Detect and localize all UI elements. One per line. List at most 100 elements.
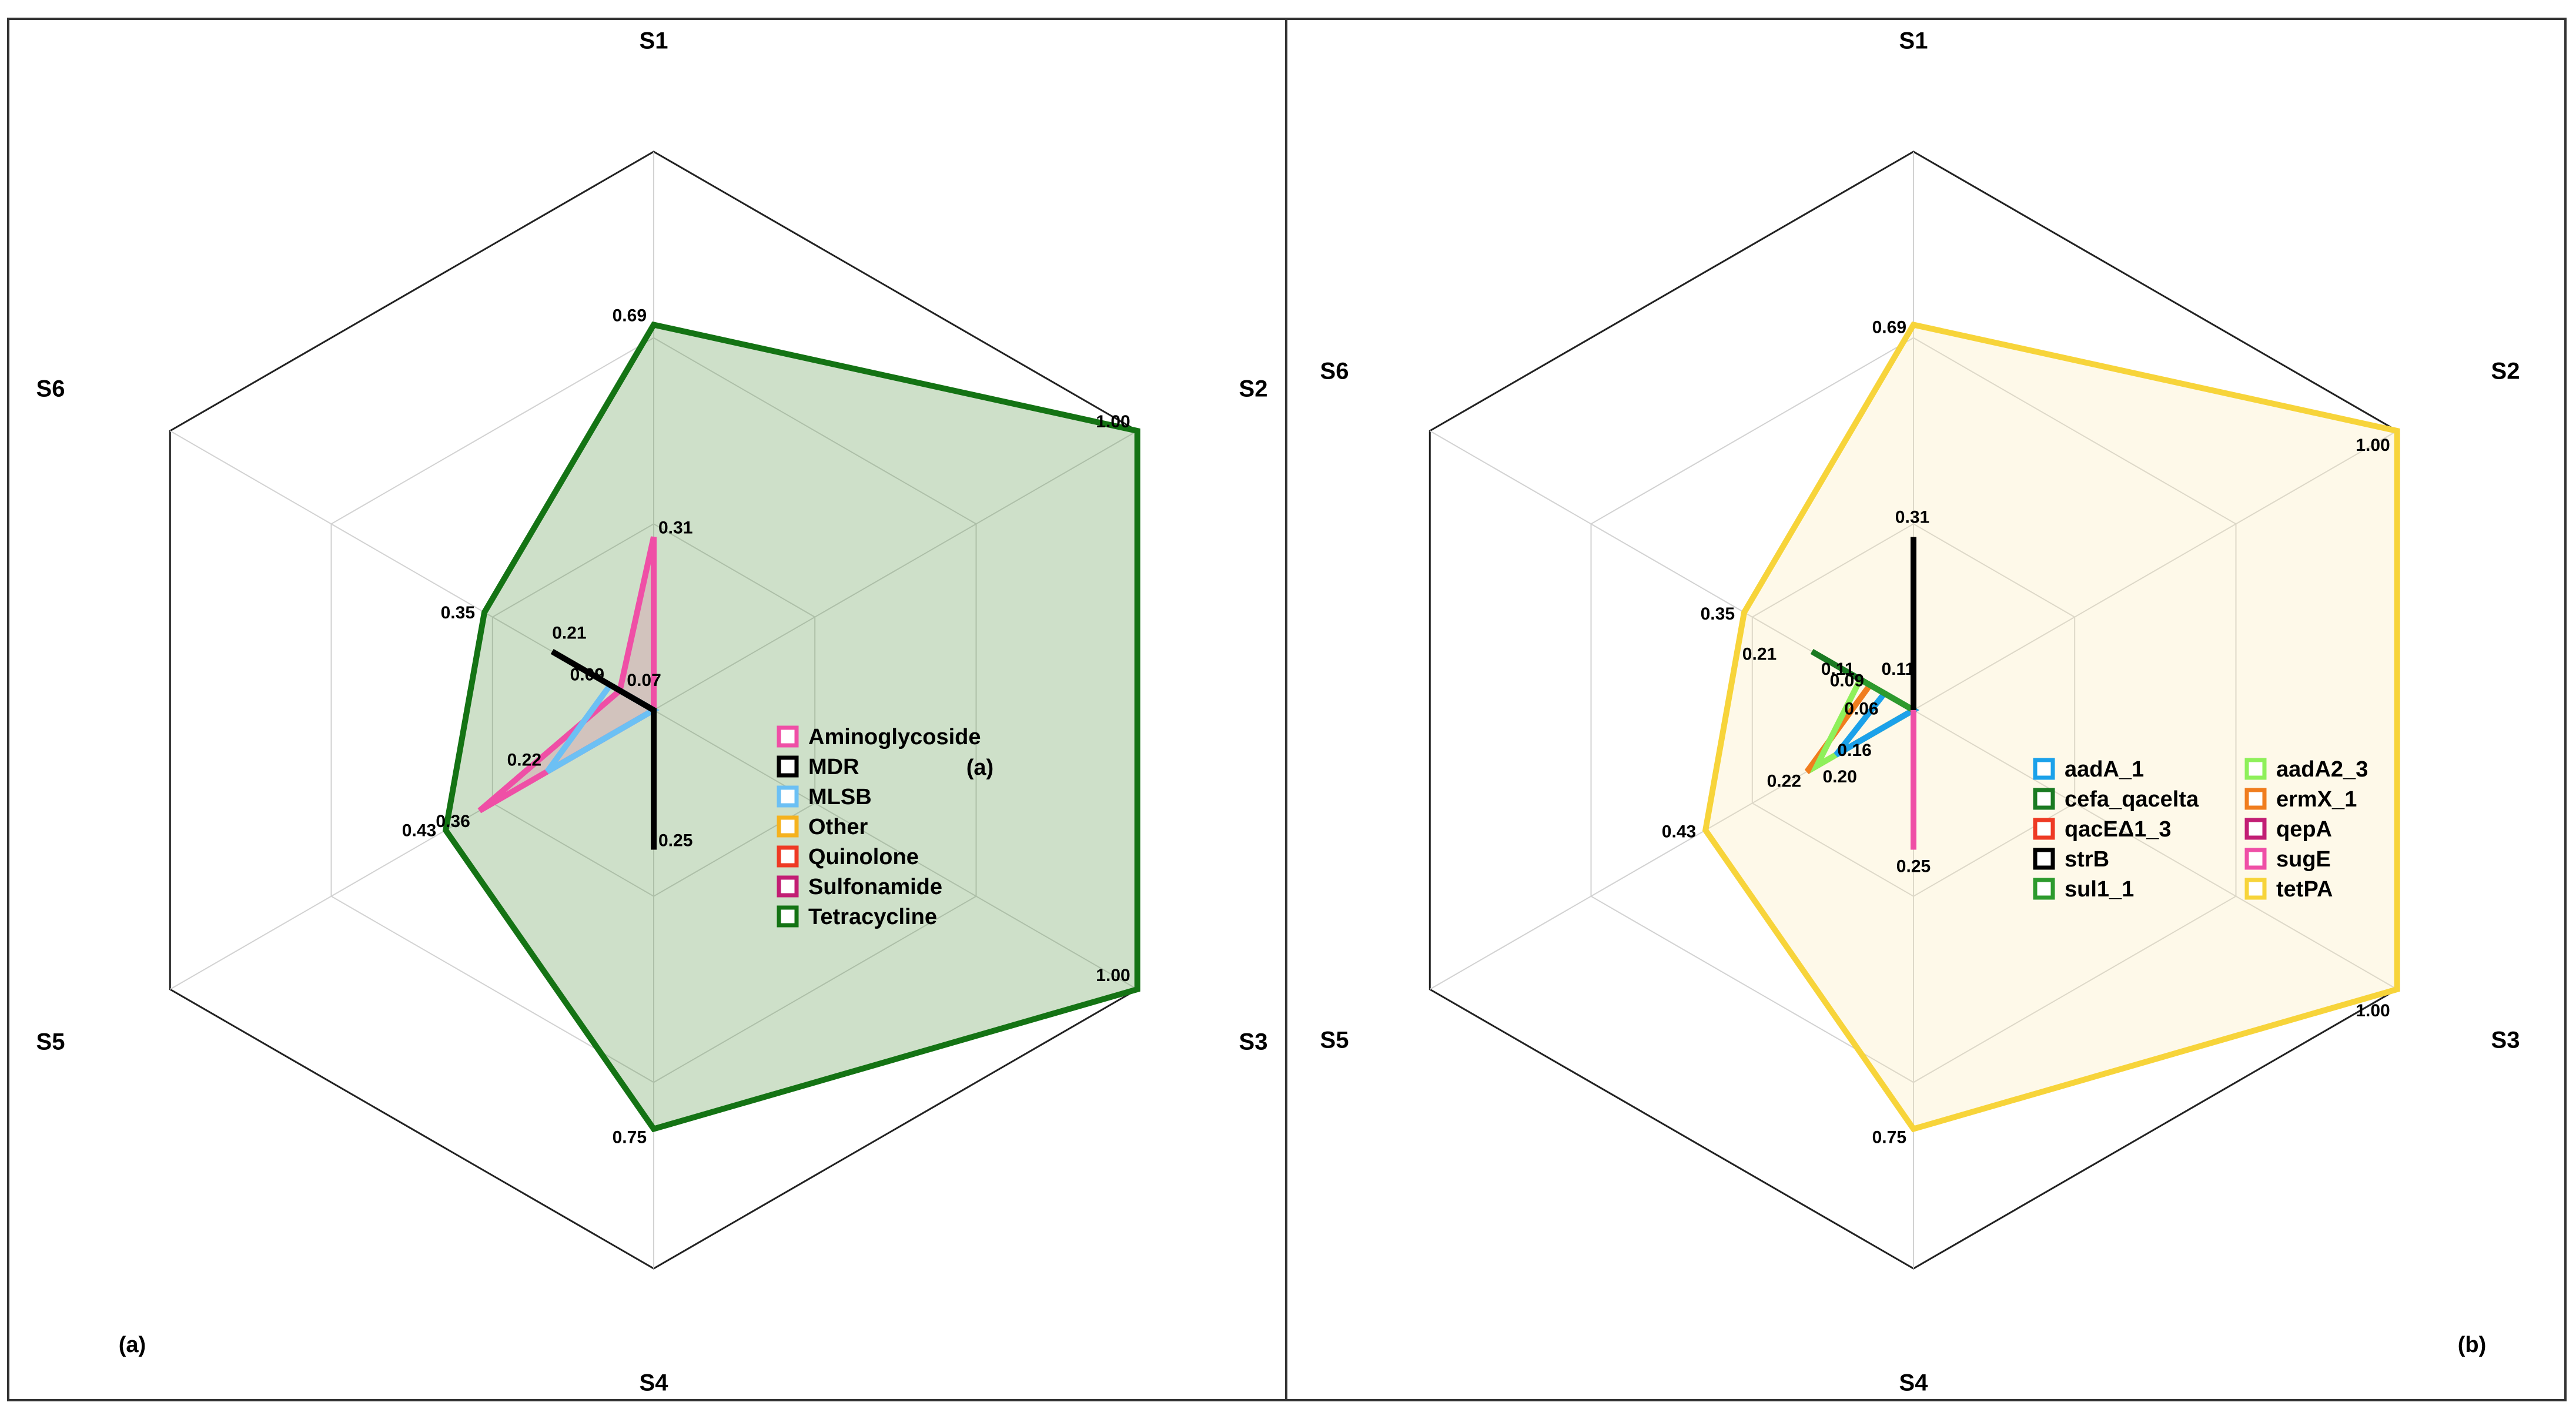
legend-item-suge[interactable]: sugE	[2244, 847, 2331, 872]
axis-label-s3: S3	[2491, 1028, 2520, 1053]
legend-item-sul1-1[interactable]: sul1_1	[2033, 877, 2134, 902]
legend-item-aminoglycoside[interactable]: Aminoglycoside	[777, 725, 981, 749]
legend-item-tetpa[interactable]: tetPA	[2244, 877, 2333, 902]
legend-item-aada-1[interactable]: aadA_1	[2033, 757, 2144, 782]
legend-swatch	[2244, 758, 2267, 780]
axis-labels: S1 S2 S3 S4 S5 S6	[36, 28, 1268, 1396]
legend-label: aadA_1	[2065, 757, 2144, 782]
value-labels: 0.69 1.00 1.00 0.75 0.43 0.35 0.31 0.36 0.07 0.22…	[402, 306, 1130, 1147]
value-label-ermx-1-s5: 0.22	[1767, 772, 1801, 791]
legend-item-tetracycline[interactable]: Tetracycline	[777, 905, 937, 929]
legend-swatch	[2033, 758, 2055, 780]
axis-label-s1: S1	[640, 28, 668, 54]
legend-item-mlsb[interactable]: MLSB	[777, 785, 872, 809]
legend: Aminoglycoside MDR MLSB Other Quinolone Sulfo…	[777, 725, 981, 929]
legend-label: Quinolone	[808, 845, 919, 869]
axis-label-s6: S6	[1320, 359, 1349, 384]
axis-label-s2: S2	[1239, 376, 1268, 402]
series-mdr	[550, 648, 657, 850]
value-label-mlsb-s6: 0.09	[570, 665, 604, 684]
legend-label: qacEΔ1_3	[2065, 817, 2172, 842]
axis-label-s6: S6	[36, 376, 65, 402]
axis-label-s1: S1	[1899, 28, 1928, 54]
legend-label: Tetracycline	[808, 905, 937, 929]
axis-label-s4: S4	[1899, 1370, 1929, 1396]
value-label-tetpa-s3: 1.00	[2356, 1001, 2390, 1020]
legend-swatch	[777, 785, 799, 808]
radial-spoke	[1913, 430, 2398, 711]
legend-label: tetPA	[2276, 877, 2333, 902]
legend-item-ermx-1[interactable]: ermX_1	[2244, 787, 2357, 812]
value-label-tetpa-s4: 0.75	[1872, 1128, 1906, 1147]
radar-panel-a: 0.69 1.00 1.00 0.75 0.43 0.35 0.31 0.36 0.07 0.22…	[36, 28, 1268, 1396]
panel-label: (a)	[119, 1333, 146, 1357]
value-label-strb-s1: 0.31	[1895, 508, 1929, 527]
legend-item-qace-1-3[interactable]: qacEΔ1_3	[2033, 817, 2172, 842]
legend-item-quinolone[interactable]: Quinolone	[777, 845, 919, 869]
value-label-aada-1-s6: 0.06	[1844, 700, 1878, 719]
legend-swatch	[2244, 818, 2267, 840]
legend-label: strB	[2065, 847, 2109, 872]
legend-swatch	[2033, 848, 2055, 870]
value-label-mdr-s4: 0.25	[658, 831, 692, 851]
legend-item-qepa[interactable]: qepA	[2244, 817, 2332, 842]
value-label-aada2-3-s5: 0.20	[1823, 767, 1857, 787]
legend-swatch	[2244, 788, 2267, 810]
series-sul1-1	[1859, 677, 1915, 713]
legend-swatch	[777, 725, 799, 748]
legend-swatch	[777, 875, 799, 898]
legend-item-mdr[interactable]: MDR	[777, 755, 859, 779]
value-label-tetpa-s1: 0.69	[1872, 318, 1906, 337]
radial-spoke	[1913, 710, 2398, 990]
axis-label-s2: S2	[2491, 359, 2520, 384]
series-tetpa	[1702, 321, 2400, 1133]
series-aminoglycoside	[477, 536, 657, 814]
legend-label: MLSB	[808, 785, 872, 809]
value-label-tetpa-s6: 0.35	[1701, 604, 1735, 624]
value-label-suge-s4: 0.25	[1896, 857, 1931, 876]
legend-item-aada2-3[interactable]: aadA2_3	[2244, 757, 2368, 782]
axis-label-s4: S4	[640, 1370, 669, 1396]
legend-label: sugE	[2276, 847, 2331, 872]
legend-item-strb[interactable]: strB	[2033, 847, 2109, 872]
value-labels: 0.69 1.00 1.00 0.75 0.43 0.35 0.22 0.09 0.20 0.11…	[1662, 318, 2390, 1147]
value-label-aada2-3-s6: 0.11	[1821, 660, 1855, 679]
value-label-cefa-qacelta-s6: 0.21	[1742, 644, 1777, 664]
legend-item-cefa-qacelta[interactable]: cefa_qacelta	[2033, 787, 2199, 812]
axis-label-s5: S5	[36, 1029, 65, 1055]
legend-label: qepA	[2276, 817, 2332, 842]
legend-label: Aminoglycoside	[808, 725, 981, 749]
value-label-mdr-s6: 0.21	[552, 623, 586, 642]
panel-label: (b)	[2458, 1333, 2487, 1357]
legend-item-other[interactable]: Other	[777, 815, 868, 839]
legend-label: MDR	[808, 755, 859, 779]
legend-swatch	[777, 755, 799, 778]
value-label-tetracycline-s3: 1.00	[1096, 966, 1130, 985]
value-label-aminoglycoside-s1: 0.31	[658, 518, 692, 538]
value-label-tetracycline-s6: 0.35	[441, 603, 475, 623]
radial-spoke	[653, 710, 1138, 990]
legend-swatch	[2244, 848, 2267, 870]
legend-swatch	[777, 815, 799, 838]
legend-label: cefa_qacelta	[2065, 787, 2199, 812]
legend: aadA_1 cefa_qacelta qacEΔ1_3 strB sul1_1 aadA…	[2033, 757, 2368, 902]
axis-label-s3: S3	[1239, 1029, 1268, 1055]
legend-label: Other	[808, 815, 868, 839]
legend-swatch	[2033, 788, 2055, 810]
center-panel-label: (a)	[966, 755, 993, 780]
value-label-mlsb-s5: 0.22	[507, 751, 541, 770]
value-label-tetracycline-s1: 0.69	[613, 306, 647, 326]
legend-swatch	[2244, 878, 2267, 900]
legend-label: sul1_1	[2065, 877, 2134, 902]
value-label-sul1-1-s6: 0.11	[1882, 660, 1915, 679]
axis-labels: S1 S2 S3 S4 S5 S6	[1320, 28, 2520, 1396]
value-label-tetpa-s2: 1.00	[2356, 436, 2390, 455]
value-label-tetracycline-s4: 0.75	[613, 1128, 647, 1147]
legend-item-sulfonamide[interactable]: Sulfonamide	[777, 875, 942, 899]
legend-swatch	[777, 905, 799, 928]
value-label-tetpa-s5: 0.43	[1662, 822, 1696, 841]
legend-swatch	[2033, 878, 2055, 900]
value-label-ermx-1-s6: 0.09	[1830, 671, 1864, 690]
axis-label-s5: S5	[1320, 1028, 1349, 1053]
